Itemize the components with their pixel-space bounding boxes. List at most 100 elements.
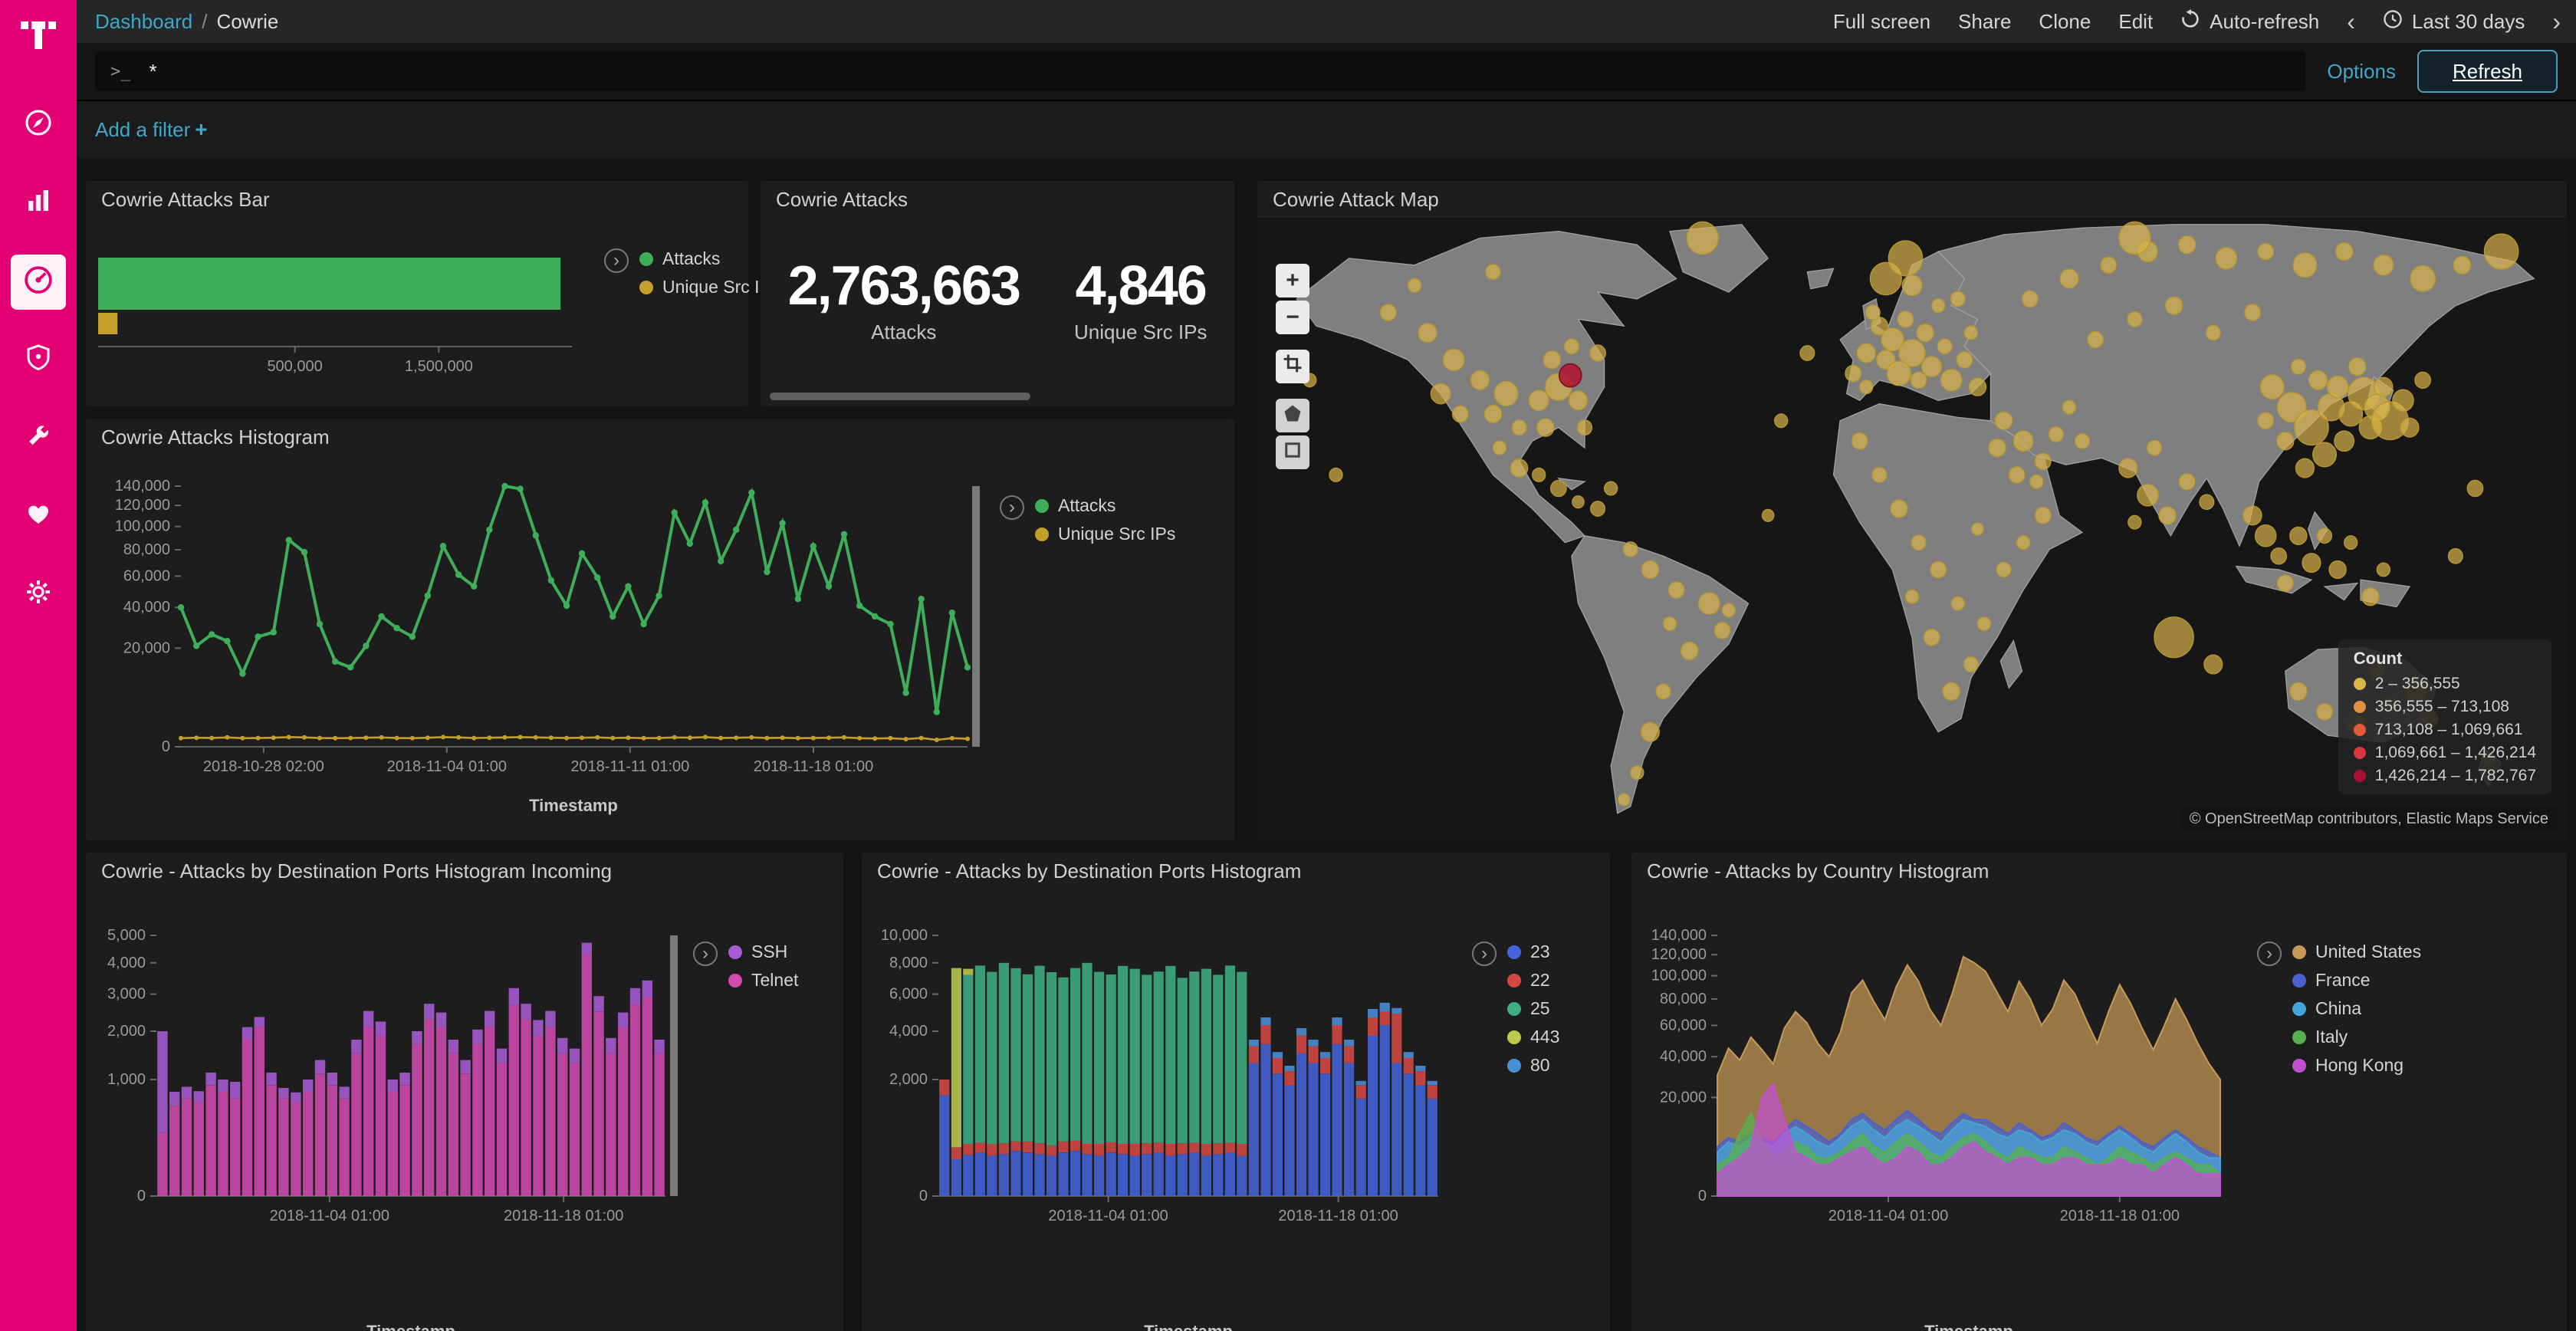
add-filter-button[interactable]: Add a filter + (95, 117, 208, 141)
svg-text:10,000: 10,000 (881, 927, 928, 944)
svg-text:6,000: 6,000 (889, 986, 928, 1003)
refresh-button[interactable]: Refresh (2417, 50, 2558, 93)
sidebar-nav (11, 98, 66, 623)
share-button[interactable]: Share (1958, 9, 2012, 33)
legend-color-dot (2292, 1001, 2306, 1016)
sidebar-item-discover[interactable] (11, 98, 66, 153)
search-query-input[interactable]: >_ * (95, 51, 2306, 91)
svg-text:0: 0 (1698, 1188, 1707, 1204)
svg-text:60,000: 60,000 (1660, 1017, 1707, 1034)
svg-text:80,000: 80,000 (123, 541, 170, 558)
legend-color-dot (2292, 973, 2306, 988)
legend-expand-icon[interactable]: › (693, 942, 718, 966)
sidebar-item-visualize[interactable] (11, 176, 66, 232)
clone-button[interactable]: Clone (2039, 9, 2091, 33)
legend-item[interactable]: SSH (728, 942, 798, 962)
legend-color-dot (728, 973, 742, 988)
svg-text:40,000: 40,000 (1660, 1048, 1707, 1065)
legend-item[interactable]: 25 (1507, 998, 1559, 1019)
legend-item[interactable]: Italy (2292, 1027, 2421, 1047)
attacks-metric: 2,763,663 Attacks (787, 255, 1021, 343)
legend-item[interactable]: Hong Kong (2292, 1055, 2421, 1076)
dashboard-gauge-icon (21, 262, 55, 302)
options-link[interactable]: Options (2327, 59, 2396, 83)
legend-item[interactable]: China (2292, 998, 2421, 1019)
legend-item[interactable]: United States (2292, 942, 2421, 962)
ports-histogram-chart[interactable]: 0 2,000 4,000 6,000 8,000 10,000 2018-11-04 01… (862, 889, 1457, 1276)
svg-text:100,000: 100,000 (1651, 968, 1707, 984)
legend-color-dot (1507, 1058, 1521, 1073)
sidebar-item-security[interactable] (11, 333, 66, 388)
attacks-bar-chart[interactable]: 500,000 1,500,000 (86, 218, 584, 399)
full-screen-button[interactable]: Full screen (1832, 9, 1931, 33)
zoom-out-button[interactable]: − (1276, 301, 1309, 334)
panel-country-histogram: Cowrie - Attacks by Country Histogram 0 2… (1631, 853, 2567, 1331)
breadcrumb-dashboard-link[interactable]: Dashboard (95, 9, 193, 33)
svg-text:2,000: 2,000 (889, 1071, 928, 1088)
svg-text:8,000: 8,000 (889, 955, 928, 971)
legend-expand-icon[interactable]: › (1472, 942, 1497, 966)
draw-rectangle-button[interactable] (1276, 435, 1309, 469)
svg-text:5,000: 5,000 (107, 927, 146, 944)
map-legend-item: 1,069,661 – 1,426,214 (2353, 744, 2536, 762)
ports-histogram-legend: › 23 22 25 443 80 (1472, 942, 1559, 1076)
legend-item[interactable]: 443 (1507, 1027, 1559, 1047)
zoom-in-button[interactable]: + (1276, 264, 1309, 297)
legend-item[interactable]: France (2292, 970, 2421, 991)
legend-expand-icon[interactable]: › (1000, 495, 1024, 520)
t-mobile-logo[interactable] (18, 15, 58, 61)
sidebar-item-monitoring[interactable] (11, 489, 66, 544)
edit-button[interactable]: Edit (2118, 9, 2154, 33)
svg-text:140,000: 140,000 (115, 478, 170, 495)
legend-color-dot (639, 280, 653, 294)
panel-ports-histogram-incoming: Cowrie - Attacks by Destination Ports Hi… (86, 853, 843, 1331)
country-histogram-chart[interactable]: 0 20,000 40,000 60,000 80,000 100,000 120,000 1… (1631, 889, 2239, 1276)
legend-item[interactable]: 80 (1507, 1055, 1559, 1076)
svg-text:2018-11-18 01:00: 2018-11-18 01:00 (754, 758, 873, 775)
legend-item[interactable]: 22 (1507, 970, 1559, 991)
svg-text:3,000: 3,000 (107, 986, 146, 1003)
draw-polygon-button[interactable] (1276, 399, 1309, 432)
panel-ports-histogram: Cowrie - Attacks by Destination Ports Hi… (862, 853, 1610, 1331)
ports-incoming-chart[interactable]: 0 1,000 2,000 3,000 4,000 5,000 2018-11-04 01:… (86, 889, 681, 1276)
legend-item[interactable]: Attacks (1035, 495, 1175, 516)
sidebar-item-dashboard[interactable] (11, 255, 66, 310)
svg-text:500,000: 500,000 (267, 358, 322, 375)
svg-text:1,000: 1,000 (107, 1071, 146, 1088)
svg-text:60,000: 60,000 (123, 567, 170, 584)
legend-item[interactable]: Attacks (639, 248, 780, 269)
legend-expand-icon[interactable]: › (604, 248, 629, 273)
attacks-bar-legend: › Attacks Unique Src IPs (604, 248, 780, 297)
legend-item[interactable]: Unique Src IPs (1035, 524, 1175, 544)
time-forward-chevron[interactable]: › (2552, 8, 2561, 35)
panel-title: Cowrie Attacks Bar (101, 188, 270, 211)
compass-icon (23, 107, 54, 144)
sidebar-item-devtools[interactable] (11, 411, 66, 466)
time-range-picker[interactable]: Last 30 days (2383, 9, 2525, 35)
legend-color-dot (1035, 527, 1049, 541)
sidebar-item-management[interactable] (11, 567, 66, 623)
attack-map[interactable]: + − Count 2 – 356,555 356,555 – 713,108 71… (1257, 218, 2567, 840)
legend-item[interactable]: Telnet (728, 970, 798, 991)
legend-item[interactable]: 23 (1507, 942, 1559, 962)
map-legend-item: 2 – 356,555 (2353, 675, 2536, 693)
attacks-histogram-chart[interactable]: 0 20,000 40,000 60,000 80,000 100,000 120,000 1… (86, 455, 983, 802)
svg-text:2018-10-28 02:00: 2018-10-28 02:00 (203, 758, 324, 775)
map-legend-item: 1,426,214 – 1,782,767 (2353, 767, 2536, 785)
horizontal-scrollbar[interactable] (770, 393, 1030, 400)
svg-text:2018-11-11 01:00: 2018-11-11 01:00 (570, 758, 689, 775)
polygon-icon (1283, 399, 1302, 432)
panel-title: Cowrie Attacks (776, 188, 908, 211)
refresh-arrows-icon (2180, 8, 2200, 35)
legend-expand-icon[interactable]: › (2257, 942, 2282, 966)
fit-bounds-button[interactable] (1276, 350, 1309, 383)
auto-refresh-button[interactable]: Auto-refresh (2180, 8, 2319, 35)
app-sidebar (0, 0, 77, 1331)
panel-cowrie-attacks-bar: Cowrie Attacks Bar 500,000 1,500,000 › Att… (86, 181, 780, 406)
attack-bubbles-layer (1303, 221, 2519, 807)
legend-item[interactable]: Unique Src IPs (639, 277, 780, 297)
time-back-chevron[interactable]: ‹ (2347, 8, 2355, 35)
legend-color-dot (1507, 945, 1521, 959)
svg-text:2018-11-18 01:00: 2018-11-18 01:00 (2060, 1208, 2180, 1224)
attacks-histogram-legend: › Attacks Unique Src IPs (1000, 495, 1175, 544)
